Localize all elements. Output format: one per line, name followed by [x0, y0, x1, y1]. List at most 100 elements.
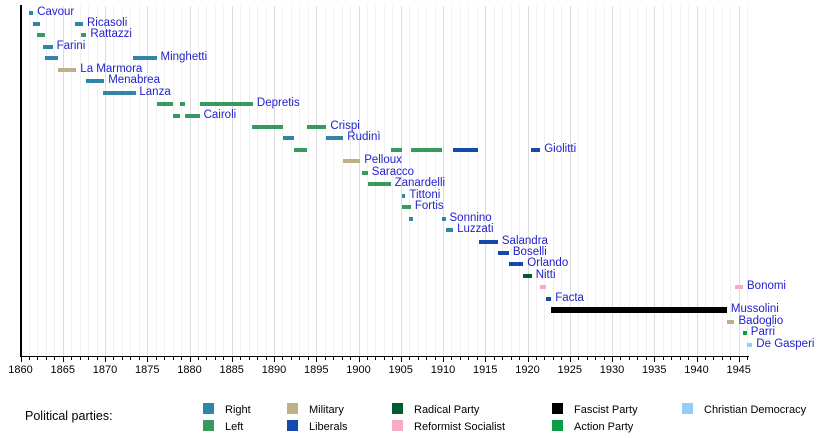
minor-tick — [121, 357, 123, 360]
term-bar — [546, 296, 552, 301]
term-bar — [508, 262, 524, 267]
minister-label[interactable]: Zanardelli — [394, 177, 446, 190]
year-gridline — [155, 6, 157, 356]
minister-label[interactable]: Salandra — [501, 234, 548, 247]
minister-label[interactable]: Crispi — [330, 120, 360, 133]
minister-label[interactable]: Nitti — [535, 268, 556, 281]
minister-label[interactable]: Boselli — [512, 245, 547, 258]
minister-label[interactable]: Tittoni — [409, 188, 441, 201]
term-bar — [540, 285, 547, 290]
minor-tick — [341, 357, 343, 360]
minister-label[interactable]: Fortis — [414, 200, 444, 213]
minister-label[interactable]: Saracco — [371, 165, 414, 178]
year-gridline — [612, 6, 613, 356]
minister-label[interactable]: Orlando — [527, 257, 569, 270]
year-gridline — [400, 6, 402, 356]
minister-label[interactable]: Rudinì — [347, 131, 381, 144]
minor-tick — [544, 357, 546, 360]
term-bar — [442, 216, 446, 221]
year-gridline — [366, 6, 368, 356]
term-bar — [33, 21, 40, 26]
minor-tick — [45, 357, 47, 360]
year-gridline — [535, 6, 537, 356]
legend-label-fascist: Fascist Party — [574, 404, 638, 416]
year-gridline — [544, 6, 546, 356]
year-gridline — [730, 6, 732, 356]
minor-tick — [307, 357, 309, 360]
year-gridline — [713, 6, 715, 356]
legend-swatch-christian_democracy — [682, 403, 693, 414]
minister-label[interactable]: Ricasoli — [87, 16, 128, 29]
term-bar — [453, 147, 479, 152]
year-gridline — [628, 6, 630, 356]
term-bar — [173, 113, 181, 118]
legend-swatch-left — [203, 420, 214, 431]
minor-tick — [181, 357, 182, 360]
minor-tick — [88, 357, 90, 360]
minister-label[interactable]: Farini — [56, 39, 86, 52]
minor-tick — [671, 357, 673, 360]
legend-label-military: Military — [309, 404, 344, 416]
minister-label[interactable]: Mussolini — [730, 303, 779, 316]
axis-tick-label: 1870 — [92, 364, 118, 376]
major-tick — [738, 357, 740, 362]
minister-label[interactable]: Giolitti — [544, 142, 577, 155]
minor-tick — [290, 357, 292, 360]
year-gridline — [468, 6, 470, 356]
year-gridline — [350, 6, 351, 356]
legend-swatch-liberals — [287, 420, 298, 431]
minister-label[interactable]: Parri — [750, 326, 776, 339]
minister-label[interactable]: Depretis — [256, 97, 300, 110]
year-gridline — [688, 6, 689, 356]
minister-label[interactable]: Pelloux — [364, 154, 402, 167]
minister-label[interactable]: Luzzati — [457, 223, 494, 236]
term-bar — [409, 216, 413, 221]
year-gridline — [71, 6, 73, 356]
major-tick — [654, 357, 656, 362]
minister-label[interactable]: Cairoli — [203, 108, 237, 121]
axis-tick-label: 1865 — [50, 364, 76, 376]
minister-label[interactable]: Rattazzi — [90, 28, 132, 41]
term-bar — [57, 67, 77, 72]
year-gridline — [502, 6, 504, 356]
year-gridline — [595, 6, 597, 356]
minor-tick — [426, 357, 428, 360]
minor-tick — [164, 357, 166, 360]
minister-label[interactable]: Lanza — [139, 85, 171, 98]
minor-tick — [713, 357, 715, 360]
minister-label[interactable]: Menabrea — [108, 74, 160, 87]
minister-label[interactable]: De Gasperi — [756, 337, 815, 350]
minor-tick — [223, 357, 225, 360]
minor-tick — [214, 357, 216, 360]
legend-swatch-military — [287, 403, 298, 414]
minor-tick — [282, 357, 284, 360]
year-gridline — [197, 6, 199, 356]
minor-tick — [561, 357, 563, 360]
minister-label[interactable]: La Marmora — [80, 62, 143, 75]
minister-label[interactable]: Minghetti — [160, 51, 208, 64]
minor-tick — [54, 357, 56, 360]
minister-label[interactable]: Sonnino — [449, 211, 492, 224]
term-bar — [252, 125, 284, 129]
term-bar — [445, 228, 454, 232]
axis-tick-label: 1860 — [8, 364, 33, 376]
minister-label[interactable]: Facta — [555, 291, 584, 304]
year-gridline — [654, 6, 656, 356]
axis-tick-label: 1885 — [219, 364, 244, 376]
term-bar — [45, 56, 58, 61]
minister-label[interactable]: Badoglio — [738, 314, 784, 327]
minor-tick — [257, 357, 259, 360]
minor-tick — [383, 357, 385, 360]
term-bar — [294, 147, 307, 152]
term-bar — [283, 136, 295, 141]
minister-label[interactable]: Cavour — [37, 5, 75, 18]
axis-tick-label: 1875 — [135, 364, 160, 376]
year-gridline — [586, 6, 588, 356]
minor-tick — [688, 357, 689, 360]
major-tick — [696, 357, 698, 362]
minor-tick — [324, 357, 326, 360]
major-tick — [612, 357, 613, 362]
minor-tick — [130, 357, 132, 360]
legend-label-right: Right — [225, 404, 251, 416]
minister-label[interactable]: Bonomi — [747, 280, 786, 293]
